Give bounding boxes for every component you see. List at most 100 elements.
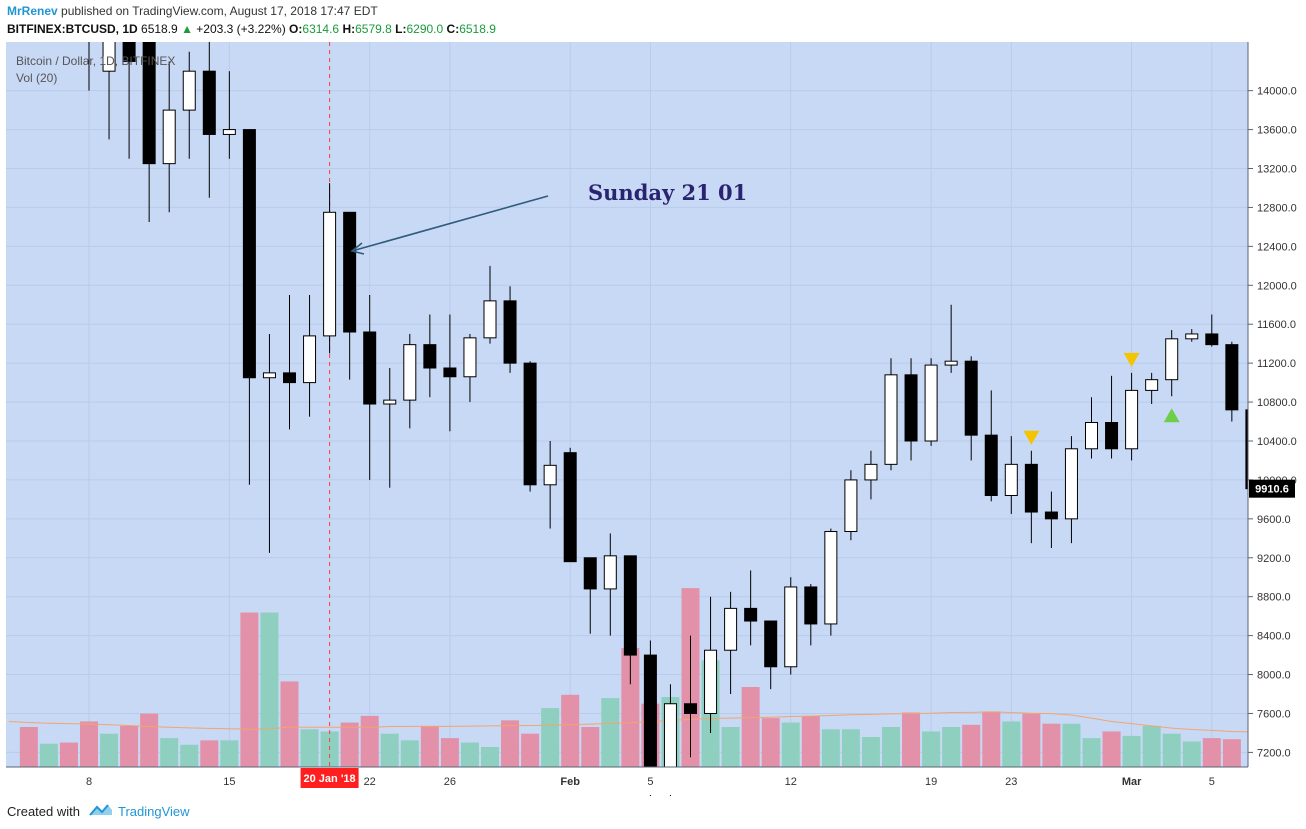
- price-tick-label: 7600.0: [1257, 708, 1291, 720]
- price-tick-label: 14000.0: [1257, 86, 1297, 98]
- candle: [543, 440, 557, 529]
- volume-bar: [80, 721, 98, 767]
- candle-body-down: [443, 367, 457, 378]
- candle: [583, 557, 597, 634]
- sell-signal-icon: [1023, 430, 1040, 445]
- candle-body-up: [1085, 422, 1098, 450]
- candle-body-up: [864, 463, 878, 481]
- price-tick-label: 7200.0: [1257, 747, 1291, 759]
- price-tick-label: 13200.0: [1257, 164, 1297, 176]
- volume-bar: [621, 648, 640, 767]
- high-label: H:: [342, 22, 356, 36]
- volume-bar: [1222, 739, 1241, 767]
- candle: [162, 61, 176, 213]
- candle-body-down: [343, 211, 357, 333]
- candle-body-up: [944, 360, 958, 366]
- annotation-arrow-line: [351, 195, 549, 252]
- price-chart[interactable]: 7200.0 7600.0 8000.0 8400.0 8800.0 9200.0 9600…: [0, 0, 1306, 800]
- date-tick-label: Feb: [560, 776, 580, 788]
- publish-line: MrRenev published on TradingView.com, Au…: [7, 4, 378, 18]
- date-tick-label: 22: [364, 776, 376, 788]
- volume-bar: [561, 694, 580, 767]
- candle-body-down: [804, 586, 818, 625]
- candle-body-up: [663, 703, 677, 778]
- open-value: 6314.6: [302, 22, 340, 36]
- candle: [383, 368, 397, 488]
- candle: [764, 620, 778, 690]
- volume-bar: [1122, 735, 1141, 767]
- volume-bar: [460, 742, 479, 767]
- candle-body-down: [984, 434, 998, 496]
- volume-bar: [360, 715, 379, 767]
- candle-body-up: [784, 586, 798, 668]
- date-tick-label: Mar: [1122, 776, 1142, 788]
- volume-bar: [260, 612, 279, 767]
- candle-body-up: [543, 464, 557, 486]
- price-tick-label: 12800.0: [1257, 202, 1297, 214]
- volume-bar: [420, 725, 439, 767]
- volume-bar: [39, 743, 58, 767]
- candle-body-down: [643, 654, 657, 778]
- candle: [744, 570, 758, 646]
- candle: [804, 584, 818, 646]
- author-link[interactable]: MrRenev: [7, 4, 58, 18]
- date-tick-label: 5: [647, 776, 653, 788]
- candle-body-up: [1145, 379, 1159, 391]
- candle-body-up: [884, 374, 898, 465]
- highlight-date-tag-bg: [300, 768, 359, 788]
- volume-bar: [240, 612, 259, 767]
- candle: [303, 295, 317, 417]
- candle: [623, 555, 637, 685]
- volume-bar: [300, 729, 319, 767]
- candle: [844, 470, 858, 541]
- candle-body-down: [623, 555, 637, 656]
- candle: [1105, 375, 1119, 459]
- chart-title: Bitcoin / Dollar, 1D, BITFINEX: [16, 54, 176, 68]
- volume-bar: [1102, 731, 1121, 767]
- close-label: C:: [446, 22, 460, 36]
- candle: [202, 22, 216, 198]
- price-tick-label: 13600.0: [1257, 125, 1297, 137]
- date-tick-label: 26: [444, 776, 456, 788]
- volume-bar: [601, 698, 620, 767]
- candle-body-down: [684, 703, 697, 714]
- candle: [884, 358, 898, 471]
- price-axis[interactable]: [1248, 42, 1306, 767]
- volume-bar: [1162, 733, 1181, 767]
- volume-bar: [521, 733, 540, 767]
- volume-bar: [1022, 713, 1041, 767]
- candle: [1205, 314, 1219, 347]
- candle-body-down: [503, 300, 517, 364]
- candle: [684, 635, 697, 758]
- candle: [563, 447, 577, 563]
- volume-bar: [821, 729, 840, 767]
- candle: [283, 295, 296, 430]
- candle-body-down: [283, 372, 296, 384]
- price-tick-label: 8800.0: [1257, 592, 1291, 604]
- candle-body-down: [202, 70, 216, 135]
- volume-bar: [541, 708, 560, 767]
- candle-body-down: [1205, 333, 1219, 346]
- volume-bar: [1182, 741, 1201, 767]
- volume-bar: [882, 727, 900, 767]
- candle-body-down: [242, 129, 256, 379]
- volume-bar: [581, 727, 600, 767]
- tradingview-logo-icon[interactable]: [88, 801, 114, 819]
- candle-body-up: [1165, 338, 1179, 381]
- candle: [1064, 436, 1078, 544]
- tradingview-brand-link[interactable]: TradingView: [118, 804, 190, 819]
- candle: [443, 314, 457, 432]
- volume-bar: [180, 744, 199, 767]
- ohlc-line: BITFINEX:BTCUSD, 1D 6518.9 ▲ +203.3 (+3.…: [7, 22, 496, 36]
- candle-body-up: [724, 607, 738, 651]
- price-tick-label: 9600.0: [1257, 514, 1291, 526]
- time-axis[interactable]: [6, 767, 1248, 795]
- created-with-text: Created with: [7, 804, 80, 819]
- candle-body-down: [1225, 344, 1239, 411]
- candle-body-up: [403, 344, 417, 401]
- current-price-tag-bg: [1249, 479, 1295, 498]
- volume-bar: [140, 713, 159, 767]
- volume-indicator-label: Vol (20): [16, 71, 58, 85]
- candle: [1085, 397, 1098, 459]
- price-tick-label: 10800.0: [1257, 397, 1297, 409]
